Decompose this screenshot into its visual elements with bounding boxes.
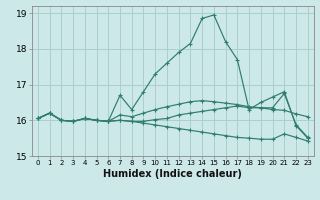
X-axis label: Humidex (Indice chaleur): Humidex (Indice chaleur): [103, 169, 242, 179]
